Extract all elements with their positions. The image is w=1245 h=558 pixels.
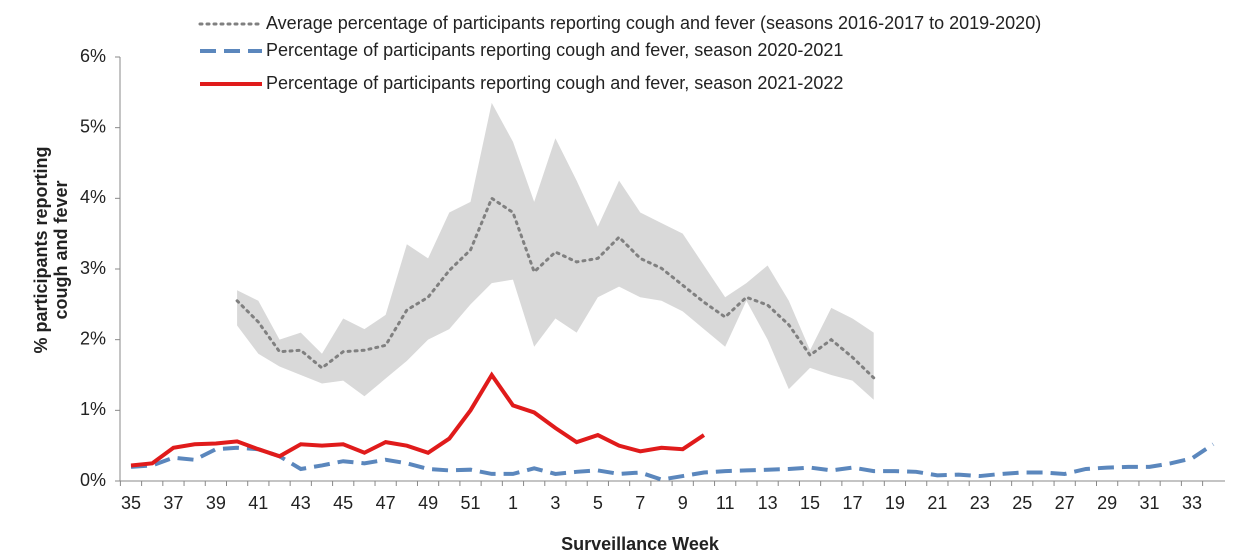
x-tick-label: 21 — [927, 493, 947, 513]
y-tick-label: 6% — [80, 46, 106, 66]
series-line — [235, 196, 876, 380]
x-tick-label: 7 — [635, 493, 645, 513]
x-tick-label: 15 — [800, 493, 820, 513]
x-tick-label: 37 — [163, 493, 183, 513]
x-axis-label: Surveillance Week — [561, 534, 720, 554]
x-tick-label: 33 — [1182, 493, 1202, 513]
x-tick-label: 13 — [758, 493, 778, 513]
y-tick-label: 2% — [80, 328, 106, 348]
x-tick-label: 25 — [1012, 493, 1032, 513]
series-line — [130, 442, 1215, 482]
x-tick-label: 19 — [885, 493, 905, 513]
x-tick-label: 39 — [206, 493, 226, 513]
x-tick-label: 35 — [121, 493, 141, 513]
x-tick-label: 29 — [1097, 493, 1117, 513]
x-tick-label: 3 — [550, 493, 560, 513]
y-axis-label: % participants reporting — [31, 146, 51, 353]
series-line — [130, 371, 706, 468]
x-tick-label: 31 — [1140, 493, 1160, 513]
x-tick-label: 17 — [842, 493, 862, 513]
x-tick-label: 1 — [508, 493, 518, 513]
x-tick-label: 5 — [593, 493, 603, 513]
x-tick-label: 9 — [678, 493, 688, 513]
y-tick-label: 4% — [80, 187, 106, 207]
x-tick-label: 51 — [461, 493, 481, 513]
y-tick-label: 0% — [80, 470, 106, 490]
legend-label: Average percentage of participants repor… — [266, 13, 1041, 33]
x-tick-label: 11 — [716, 493, 735, 513]
range-band — [237, 102, 874, 400]
legend-label: Percentage of participants reporting cou… — [266, 73, 843, 93]
x-tick-label: 27 — [1055, 493, 1075, 513]
x-tick-label: 41 — [248, 493, 268, 513]
x-tick-label: 43 — [291, 493, 311, 513]
legend-label: Percentage of participants reporting cou… — [266, 40, 843, 60]
y-axis-label: cough and fever — [51, 180, 71, 319]
y-tick-label: 5% — [80, 116, 106, 136]
y-tick-label: 3% — [80, 258, 106, 278]
y-tick-label: 1% — [80, 399, 106, 419]
x-tick-label: 23 — [970, 493, 990, 513]
x-tick-label: 45 — [333, 493, 353, 513]
x-tick-label: 47 — [376, 493, 396, 513]
x-tick-label: 49 — [418, 493, 438, 513]
